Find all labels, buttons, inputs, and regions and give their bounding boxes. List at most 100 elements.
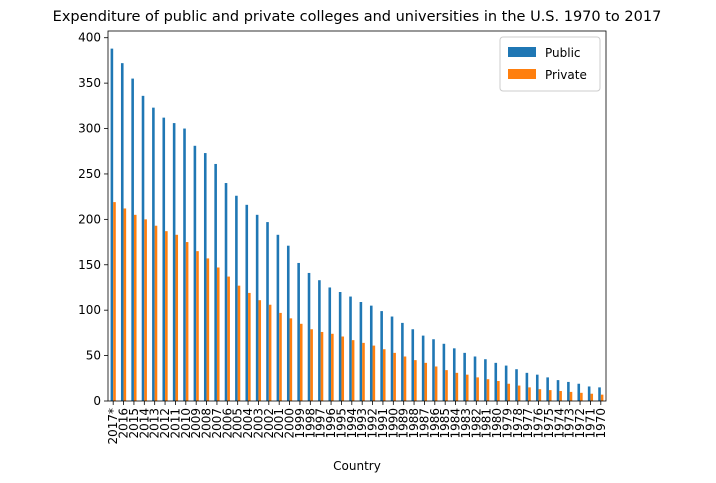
bar [224, 183, 228, 401]
bar [299, 323, 303, 401]
bar [504, 365, 508, 401]
bar [556, 380, 560, 401]
legend-label: Public [545, 46, 581, 60]
bar [183, 128, 186, 401]
bar [497, 381, 500, 401]
y-tick-label: 400 [78, 31, 101, 45]
bar [393, 352, 396, 401]
x-tick-label: 1987 [417, 408, 431, 439]
x-tick-label: 1974 [552, 408, 566, 439]
bar [289, 318, 293, 401]
y-tick-label: 250 [78, 167, 101, 181]
bar [546, 377, 549, 401]
bar [401, 322, 404, 401]
x-tick-label: 1970 [594, 408, 608, 439]
bar [380, 311, 383, 401]
bar [359, 302, 363, 401]
y-tick-label: 0 [93, 394, 101, 408]
bar [473, 356, 477, 401]
x-tick-label: 2000 [283, 408, 297, 439]
bar [237, 285, 241, 401]
bar [414, 360, 417, 401]
bar [331, 333, 334, 401]
x-tick-label: 1989 [397, 408, 411, 439]
bar [310, 329, 313, 401]
bar [494, 362, 498, 401]
bar [525, 372, 529, 401]
x-tick-label: 2007 [210, 408, 224, 439]
bar [390, 316, 394, 401]
bar [185, 242, 189, 401]
x-tick-label: 1988 [407, 408, 421, 439]
bar [133, 214, 137, 401]
bar [452, 348, 456, 401]
bar [152, 107, 155, 401]
bar [248, 292, 251, 401]
x-tick-label: 1983 [459, 408, 473, 439]
bar [255, 214, 259, 401]
bar [351, 340, 355, 401]
y-tick-label: 300 [78, 122, 101, 136]
x-tick-label: 1996 [324, 408, 338, 439]
bar [382, 349, 386, 401]
bar [341, 336, 345, 401]
bar [276, 234, 280, 401]
bar [569, 391, 573, 401]
bar [268, 304, 272, 401]
x-tick-label: 2015 [127, 408, 141, 439]
bar [245, 204, 249, 401]
bar [328, 287, 332, 401]
bar [590, 393, 594, 401]
x-tick-label: 2014 [137, 408, 151, 439]
bar [349, 296, 352, 401]
bar [600, 394, 604, 401]
bar [318, 280, 321, 401]
bar [165, 231, 168, 401]
bar [120, 63, 124, 402]
x-tick-label: 1984 [449, 408, 463, 439]
x-tick-label: 1995 [334, 408, 348, 439]
bar [227, 276, 230, 401]
bar [463, 352, 466, 401]
bar [175, 234, 179, 401]
x-tick-label: 2011 [168, 408, 182, 439]
bar [320, 331, 324, 401]
bar [307, 272, 311, 401]
x-tick-label: 1986 [428, 408, 442, 439]
bar [598, 387, 601, 401]
x-tick-label: 2004 [241, 408, 255, 439]
x-tick-label: 1977 [521, 408, 535, 439]
bar [369, 305, 373, 401]
bar [587, 386, 591, 401]
x-tick-label: 1976 [532, 408, 546, 439]
plot-frame [107, 30, 607, 402]
x-tick-label: 1975 [542, 408, 556, 439]
x-tick-label: 1992 [366, 408, 380, 439]
x-tick-label: 1982 [469, 408, 483, 439]
x-tick-label: 1985 [438, 408, 452, 439]
bar [465, 374, 469, 401]
bar [577, 383, 581, 401]
x-tick-label: 1990 [386, 408, 400, 439]
bar [214, 163, 217, 401]
bar [286, 245, 290, 401]
bar [162, 117, 166, 401]
bar [297, 262, 300, 401]
bar [486, 379, 490, 401]
x-tick-label: 2009 [189, 408, 203, 439]
bar [362, 342, 365, 401]
legend-swatch [508, 47, 536, 57]
bar [279, 312, 282, 401]
bar [567, 381, 570, 401]
x-tick-label: 2008 [200, 408, 214, 439]
x-tick-label: 1973 [563, 408, 577, 439]
bar [131, 78, 134, 401]
x-tick-label: 1971 [583, 408, 597, 439]
bar [154, 225, 158, 401]
legend-label: Private [545, 68, 587, 82]
bar [476, 377, 479, 401]
bar [548, 390, 552, 401]
x-tick-label: 1998 [303, 408, 317, 439]
bar [403, 356, 407, 401]
